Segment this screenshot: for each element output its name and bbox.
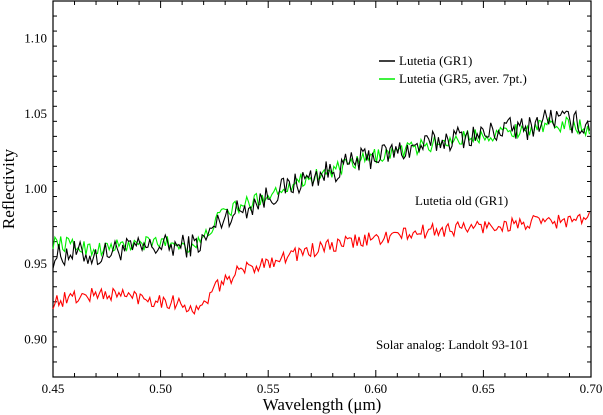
y-tick-label: 0.95: [24, 256, 47, 271]
x-tick-label: 0.45: [42, 381, 65, 396]
y-tick-label: 1.00: [24, 181, 47, 196]
series-line-0: [52, 109, 591, 269]
x-tick-label: 0.65: [472, 381, 495, 396]
y-tick-label: 1.05: [24, 106, 47, 121]
x-tick-label: 0.70: [580, 381, 603, 396]
series-line-2: [52, 212, 591, 315]
x-axis-title: Wavelength (μm): [263, 395, 382, 414]
x-tick-label: 0.50: [149, 381, 172, 396]
legend-label: Lutetia (GR5, aver. 7pt.): [399, 71, 527, 86]
x-tick-label: 0.60: [364, 381, 387, 396]
y-axis-title: Reflectivity: [0, 148, 18, 229]
annotation-lutetia-old: Lutetia old (GR1): [415, 193, 508, 208]
y-axis: 0.90 0.95 1.00 1.05 1.10: [24, 0, 591, 378]
y-tick-label: 0.90: [24, 331, 47, 346]
y-tick-label: 1.10: [24, 31, 47, 46]
legend-label: Lutetia (GR1): [399, 53, 472, 68]
series-layer: [52, 109, 591, 315]
x-axis: 0.45 0.50 0.55 0.60 0.65 0.70: [42, 1, 603, 396]
plot-frame: [52, 0, 592, 378]
x-tick-label: 0.55: [257, 381, 280, 396]
annotation-solar-analog: Solar analog: Landolt 93-101: [376, 337, 529, 352]
series-line-1: [52, 116, 591, 258]
legend: Lutetia (GR1) Lutetia (GR5, aver. 7pt.): [379, 53, 527, 86]
